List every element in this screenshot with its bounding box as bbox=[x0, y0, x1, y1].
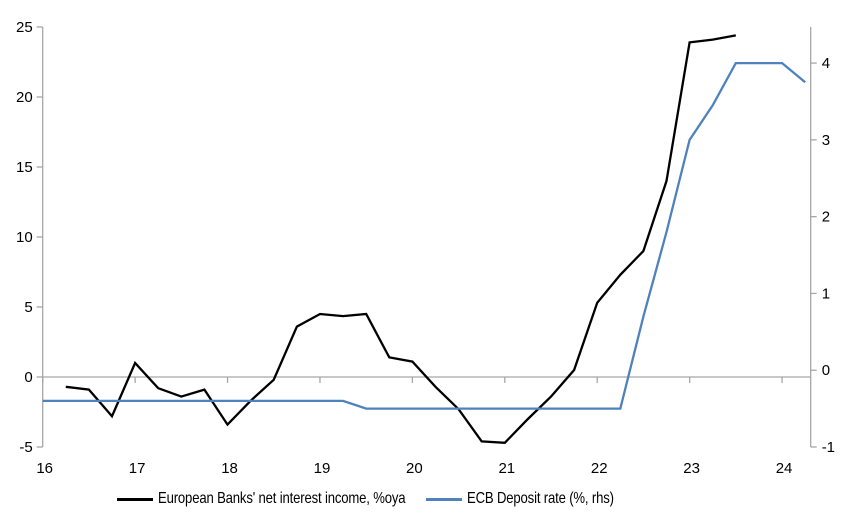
right-axis-tick-label: 4 bbox=[822, 55, 830, 72]
x-axis-tick-label: 17 bbox=[129, 460, 146, 477]
left-axis-tick-label: -5 bbox=[19, 439, 32, 456]
right-axis-tick-label: 0 bbox=[822, 362, 830, 379]
left-axis-tick-label: 15 bbox=[16, 159, 33, 176]
x-axis-tick-label: 23 bbox=[683, 460, 700, 477]
left-axis-tick-label: 5 bbox=[24, 299, 32, 316]
right-axis-tick-label: 3 bbox=[822, 132, 830, 149]
legend-item-net-interest-income: European Banks' net interest income, %oy… bbox=[117, 490, 460, 508]
right-axis-tick-label: -1 bbox=[822, 439, 835, 456]
left-axis-tick-label: 0 bbox=[24, 369, 32, 386]
legend-label-net-interest-income: European Banks' net interest income, %oy… bbox=[158, 490, 406, 507]
x-axis-tick-label: 18 bbox=[221, 460, 238, 477]
x-axis-tick-label: 20 bbox=[406, 460, 423, 477]
left-axis-tick-label: 20 bbox=[16, 89, 33, 106]
x-axis-tick-label: 19 bbox=[314, 460, 331, 477]
left-axis-tick-label: 10 bbox=[16, 229, 33, 246]
x-axis-tick-label: 21 bbox=[498, 460, 515, 477]
right-axis-tick-label: 1 bbox=[822, 285, 830, 302]
legend-label-ecb-deposit-rate: ECB Deposit rate (%, rhs) bbox=[467, 490, 614, 507]
x-axis-tick-label: 16 bbox=[36, 460, 53, 477]
blue-line-swatch-icon bbox=[426, 497, 462, 501]
legend-item-ecb-deposit-rate: ECB Deposit rate (%, rhs) bbox=[426, 490, 646, 508]
right-axis-tick-label: 2 bbox=[822, 209, 830, 226]
nii-line bbox=[65, 34, 737, 444]
x-axis-tick-label: 24 bbox=[776, 460, 793, 477]
ecb-deposit-rate-line bbox=[42, 61, 806, 410]
left-axis-tick-label: 25 bbox=[16, 19, 33, 36]
x-axis-tick-label: 22 bbox=[591, 460, 608, 477]
black-line-swatch-icon bbox=[117, 497, 153, 501]
